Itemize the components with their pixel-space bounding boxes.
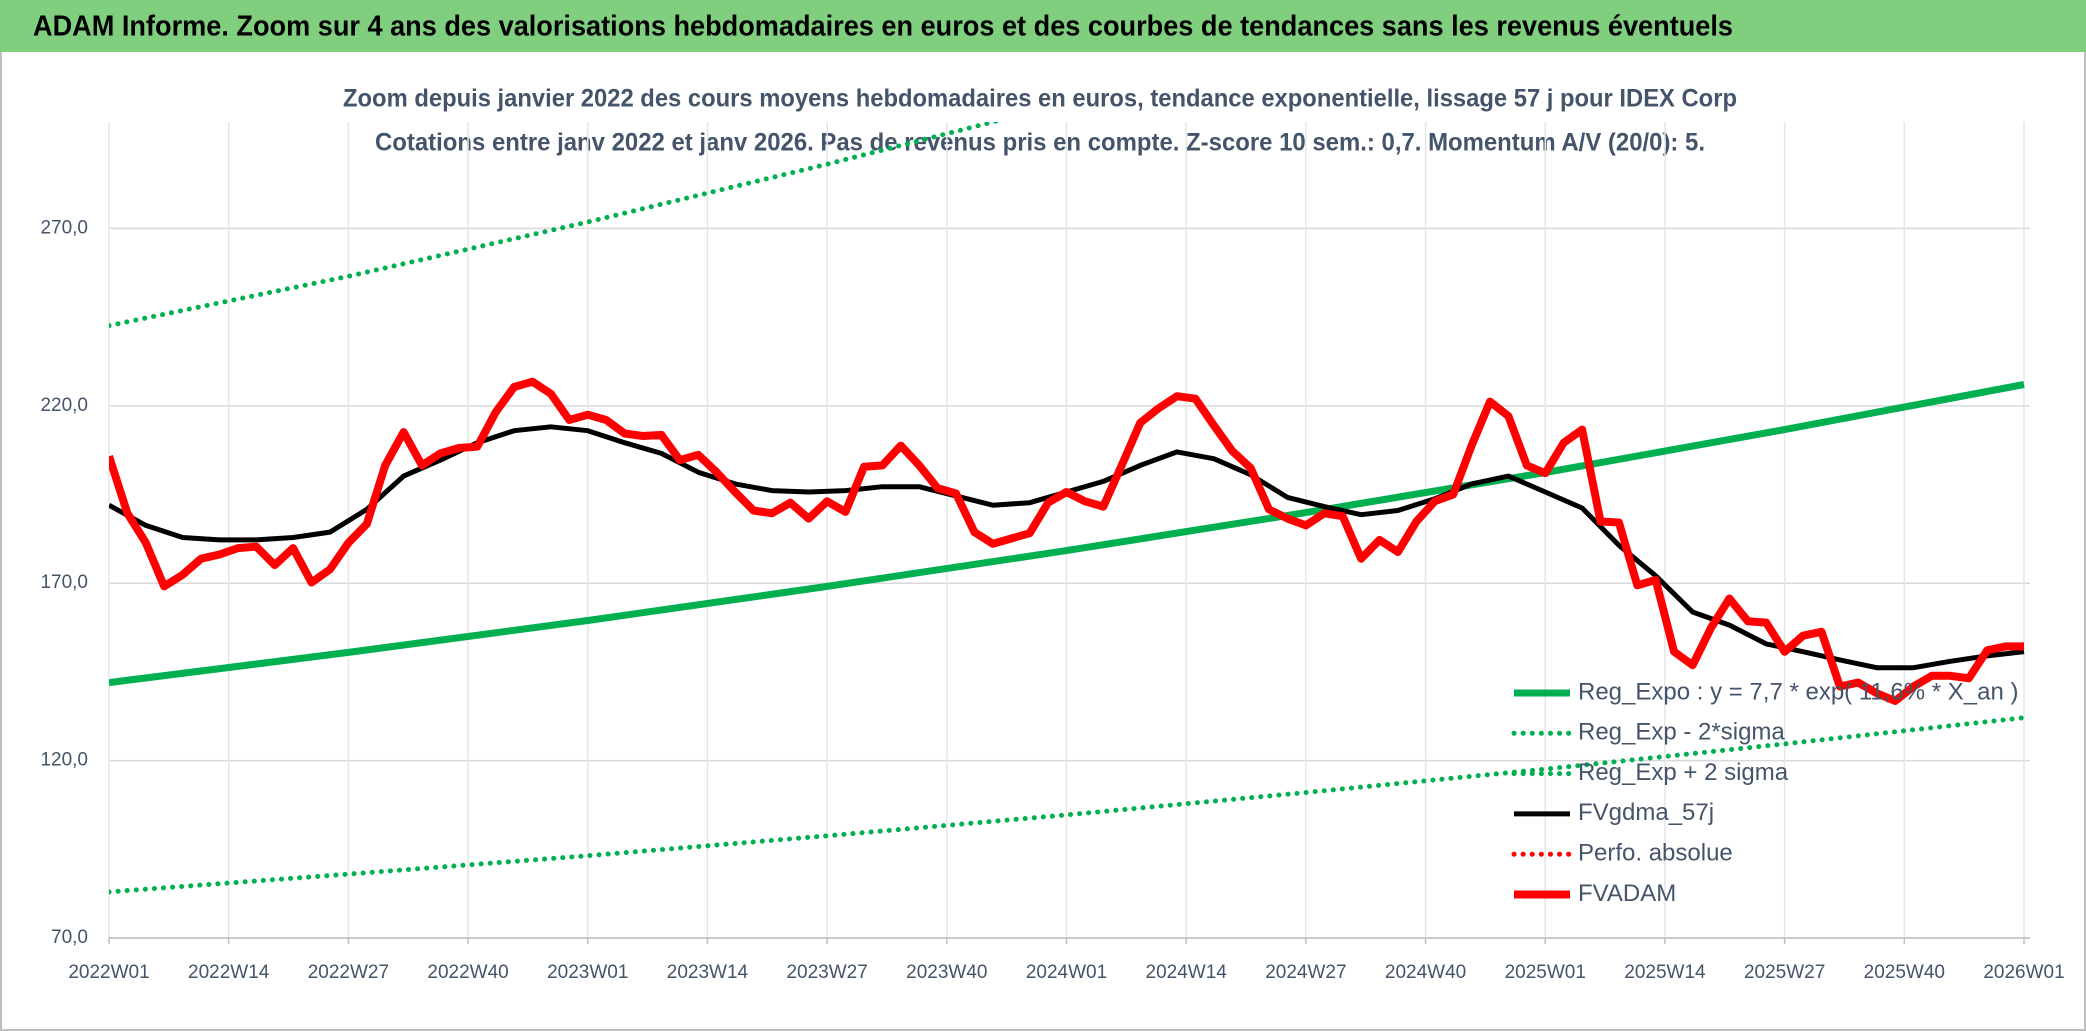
legend-label: Reg_Expo : y = 7,7 * exp( 11,6% * X_an ) [1578,678,2018,705]
x-tick-label: 2023W14 [667,962,749,983]
x-tick-label: 2024W01 [1026,962,1107,983]
x-tick-label: 2023W01 [547,962,628,983]
legend-label: FVADAM [1578,880,1676,907]
y-tick-label: 70,0 [51,927,88,948]
subtitle: Zoom depuis janvier 2022 des cours moyen… [343,85,1737,113]
x-tick-label: 2026W01 [1983,962,2064,983]
y-tick-label: 270,0 [40,217,88,238]
x-tick-label: 2024W14 [1146,962,1228,983]
x-tick-label: 2025W40 [1864,962,1945,983]
series-line [109,122,1003,329]
x-tick-label: 2023W27 [786,962,867,983]
series-line [109,715,2027,895]
x-tick-label: 2022W27 [308,962,389,983]
chart-title: ADAM Informe. Zoom sur 4 ans des valoris… [33,11,1733,43]
x-tick-label: 2024W27 [1265,962,1346,983]
series-line [109,377,2024,705]
x-tick-label: 2024W40 [1385,962,1466,983]
x-tick-label: 2025W14 [1624,962,1706,983]
x-tick-label: 2022W40 [427,962,508,983]
y-tick-label: 120,0 [40,750,88,771]
subtitle: Cotations entre janv 2022 et janv 2026. … [375,129,1705,157]
title-bar [0,0,2086,52]
series-line [109,381,2025,687]
legend-label: Reg_Exp + 2 sigma [1578,759,1789,786]
x-tick-label: 2022W01 [68,962,149,983]
y-tick-label: 220,0 [40,395,88,416]
x-tick-label: 2025W01 [1505,962,1586,983]
legend-label: Perfo. absolue [1578,840,1733,867]
legend-label: Reg_Exp - 2*sigma [1578,719,1785,746]
x-tick-label: 2022W14 [188,962,270,983]
y-tick-label: 170,0 [40,572,88,593]
legend-label: FVgdma_57j [1578,799,1714,826]
x-tick-label: 2025W27 [1744,962,1825,983]
x-tick-label: 2023W40 [906,962,987,983]
